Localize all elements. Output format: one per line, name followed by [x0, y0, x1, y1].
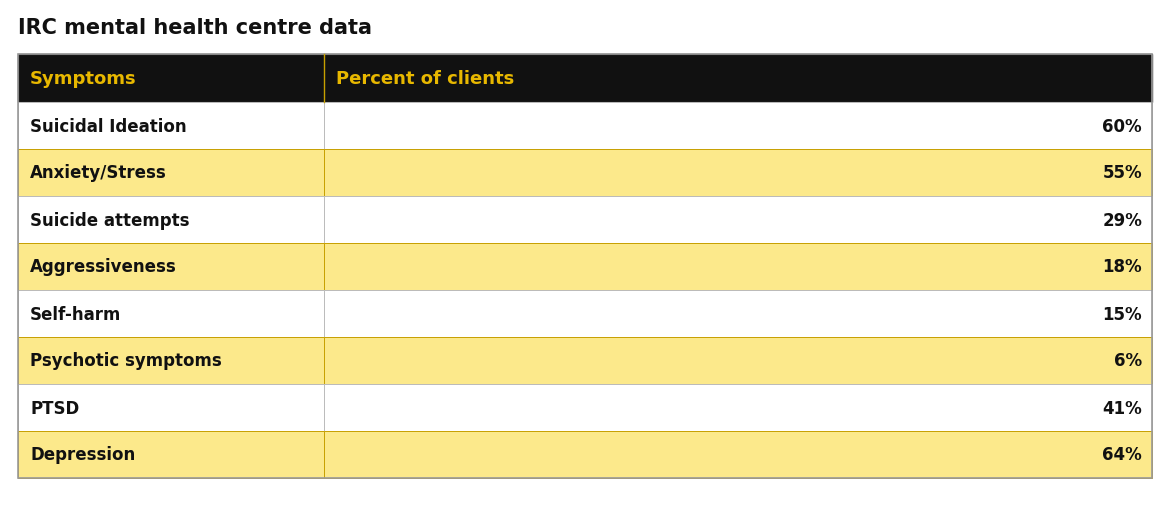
Bar	[18, 55, 1152, 103]
Bar	[18, 431, 324, 478]
Text: 55%: 55%	[1102, 164, 1142, 182]
Text: 41%: 41%	[1102, 399, 1142, 417]
Bar	[324, 196, 1152, 243]
Text: Percent of clients: Percent of clients	[336, 70, 515, 88]
Text: Anxiety/Stress: Anxiety/Stress	[30, 164, 167, 182]
Bar	[18, 103, 324, 149]
Text: Suicide attempts: Suicide attempts	[30, 211, 190, 229]
Bar	[18, 337, 324, 384]
Bar	[18, 196, 324, 243]
Text: Symptoms: Symptoms	[30, 70, 137, 88]
Text: PTSD: PTSD	[30, 399, 80, 417]
Text: 6%: 6%	[1114, 352, 1142, 370]
Text: 60%: 60%	[1102, 117, 1142, 135]
Text: 18%: 18%	[1102, 258, 1142, 276]
Bar	[324, 103, 1152, 149]
Text: Depression: Depression	[30, 445, 136, 464]
Text: Suicidal Ideation: Suicidal Ideation	[30, 117, 187, 135]
Bar	[324, 243, 1152, 290]
Text: Aggressiveness: Aggressiveness	[30, 258, 177, 276]
Bar	[18, 243, 324, 290]
Bar	[324, 384, 1152, 431]
Text: 64%: 64%	[1102, 445, 1142, 464]
Text: Self-harm: Self-harm	[30, 305, 122, 323]
Bar	[18, 384, 324, 431]
Bar	[18, 290, 324, 337]
Bar	[324, 149, 1152, 196]
Text: IRC mental health centre data: IRC mental health centre data	[18, 18, 372, 38]
Bar	[324, 290, 1152, 337]
Bar	[324, 431, 1152, 478]
Bar	[18, 149, 324, 196]
Bar	[18, 55, 1152, 478]
Text: 15%: 15%	[1102, 305, 1142, 323]
Text: Psychotic symptoms: Psychotic symptoms	[30, 352, 222, 370]
Bar	[324, 337, 1152, 384]
Text: 29%: 29%	[1102, 211, 1142, 229]
